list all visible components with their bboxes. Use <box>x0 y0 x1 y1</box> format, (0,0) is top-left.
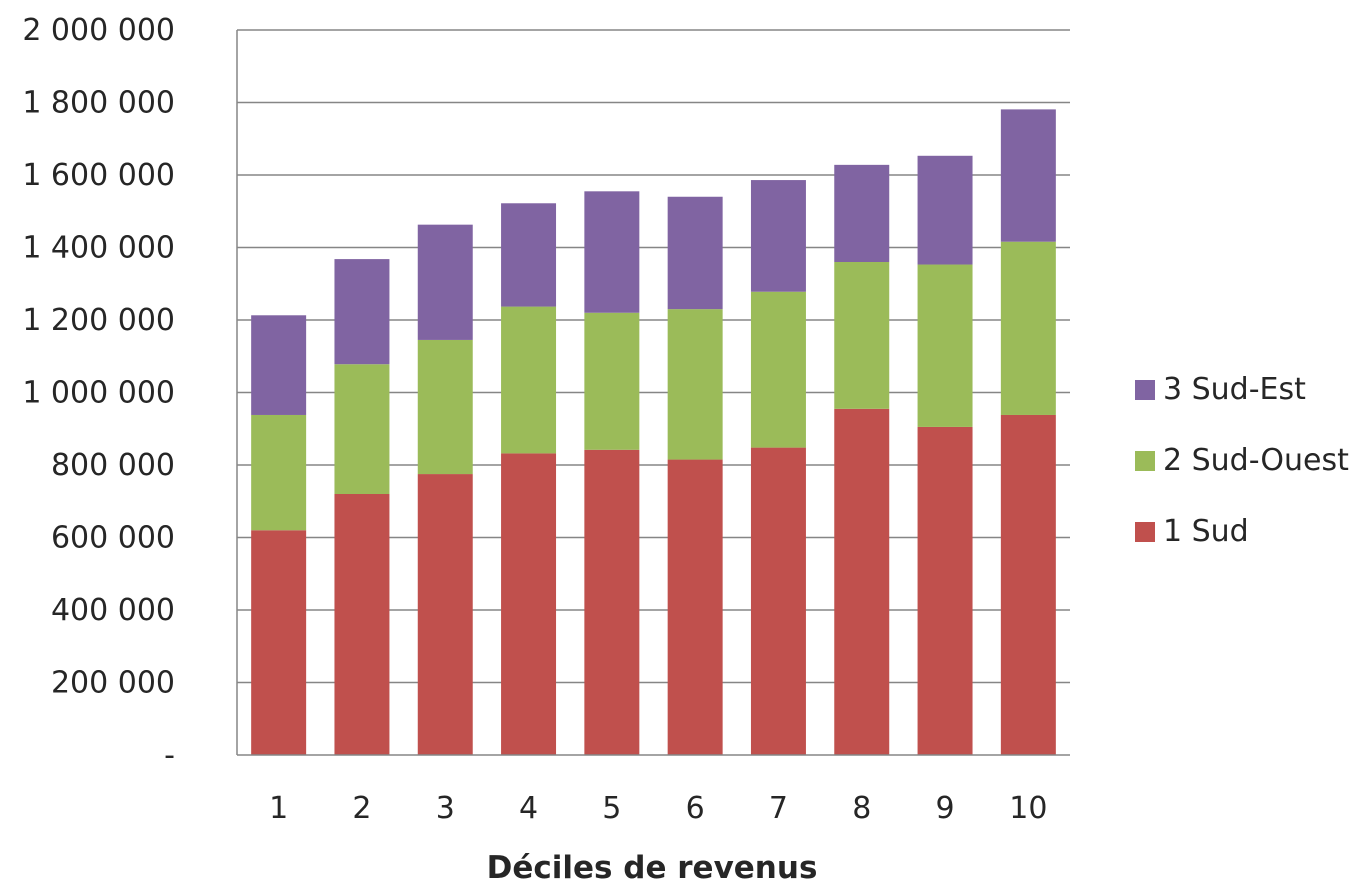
bar-segment <box>750 447 806 755</box>
y-tick-label: 1 400 000 <box>22 231 175 266</box>
bar-segment <box>501 306 557 454</box>
legend-item: 2 Sud-Ouest <box>1135 443 1349 478</box>
x-tick-label: 5 <box>602 791 621 826</box>
x-tick-label: 3 <box>436 791 455 826</box>
legend-label: 3 Sud-Est <box>1163 372 1306 407</box>
bar-segment <box>584 449 640 755</box>
axes <box>236 30 1070 756</box>
bar-segment <box>251 315 307 415</box>
x-tick-label: 6 <box>686 791 705 826</box>
bars <box>251 109 1056 755</box>
y-tick-label: 1 000 000 <box>22 376 175 411</box>
y-tick-label: 1 200 000 <box>22 303 175 338</box>
bar-segment <box>251 414 307 531</box>
bar-segment <box>667 196 723 310</box>
bar-segment <box>917 264 973 427</box>
bar-segment <box>834 408 890 755</box>
y-tick-label: 400 000 <box>51 593 175 628</box>
legend-item: 1 Sud <box>1135 514 1249 549</box>
x-tick-label: 10 <box>1009 791 1047 826</box>
bar-segment <box>417 224 473 340</box>
bar-segment <box>1000 414 1056 755</box>
y-tick-label: 1 800 000 <box>22 86 175 121</box>
bar-segment <box>417 339 473 475</box>
y-tick-label: 1 600 000 <box>22 158 175 193</box>
legend: 3 Sud-Est 2 Sud-Ouest 1 Sud <box>1135 372 1349 549</box>
bar-segment <box>750 291 806 448</box>
legend-label: 2 Sud-Ouest <box>1163 443 1349 478</box>
x-tick-label: 9 <box>936 791 955 826</box>
legend-swatch <box>1135 451 1155 471</box>
x-axis-label: Déciles de revenus <box>487 850 818 883</box>
legend-swatch <box>1135 380 1155 400</box>
bar-segment <box>667 459 723 755</box>
y-tick-label: 800 000 <box>51 448 175 483</box>
bar-segment <box>334 494 390 755</box>
bar-segment <box>334 259 390 365</box>
bar-segment <box>584 312 640 450</box>
x-tick-label: 2 <box>352 791 371 826</box>
bar-segment <box>667 309 723 460</box>
x-axis-ticks: 1 2 3 4 5 6 7 8 9 10 <box>269 791 1047 826</box>
bar-segment <box>501 203 557 307</box>
y-tick-label: 2 000 000 <box>22 13 175 48</box>
y-tick-label: 200 000 <box>51 666 175 701</box>
bar-segment <box>417 474 473 755</box>
y-tick-label: - <box>164 738 175 773</box>
x-tick-label: 4 <box>519 791 538 826</box>
y-tick-label: 600 000 <box>51 521 175 556</box>
legend-item: 3 Sud-Est <box>1135 372 1306 407</box>
x-tick-label: 1 <box>269 791 288 826</box>
x-tick-label: 7 <box>769 791 788 826</box>
bar-segment <box>584 191 640 313</box>
bar-segment <box>750 180 806 292</box>
bar-segment <box>1000 109 1056 242</box>
bar-segment <box>917 155 973 265</box>
x-tick-label: 8 <box>852 791 871 826</box>
bar-segment <box>251 530 307 755</box>
bar-segment <box>334 364 390 494</box>
bar-segment <box>834 164 890 262</box>
bar-segment <box>501 453 557 755</box>
y-axis-ticks: - 200 000 400 000 600 000 800 000 1 000 000 1 … <box>22 13 175 773</box>
bar-segment <box>917 426 973 755</box>
legend-swatch <box>1135 522 1155 542</box>
legend-label: 1 Sud <box>1163 514 1249 549</box>
bar-segment <box>834 262 890 409</box>
bar-segment <box>1000 241 1056 415</box>
